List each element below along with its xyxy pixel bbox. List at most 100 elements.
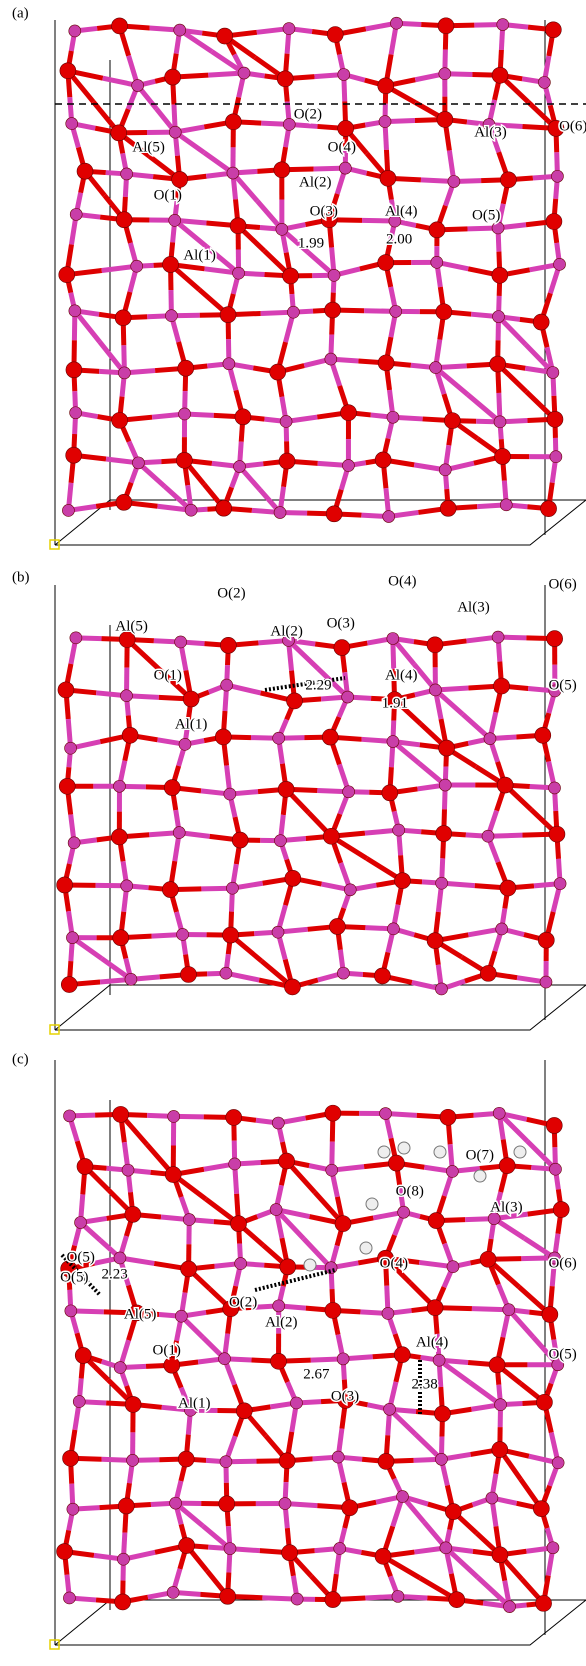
o-atom <box>113 930 129 946</box>
al-atom <box>435 1453 447 1465</box>
o-atom <box>378 1453 394 1469</box>
o-atom <box>181 1261 197 1277</box>
al-atom <box>387 736 399 748</box>
al-atom <box>118 367 130 379</box>
al-atom <box>270 1204 282 1216</box>
o-atom <box>118 1498 134 1514</box>
o-atom <box>220 1588 236 1604</box>
al-atom <box>66 932 78 944</box>
o-atom <box>449 1592 465 1608</box>
o-atom <box>172 171 188 187</box>
atom-label: O(7) <box>466 1147 494 1163</box>
o-atom <box>497 777 513 793</box>
al-atom <box>177 928 189 940</box>
o-atom <box>112 18 128 34</box>
al-atom <box>338 68 350 80</box>
o-atom <box>382 785 398 801</box>
atom-label: Al(4) <box>385 203 418 219</box>
o-atom <box>394 873 410 889</box>
o-atom <box>125 1206 141 1222</box>
al-atom <box>229 1158 241 1170</box>
o-atom <box>440 500 456 516</box>
al-atom <box>224 788 236 800</box>
o-atom <box>492 1547 508 1563</box>
o-atom <box>492 67 508 83</box>
al-atom <box>496 923 508 935</box>
al-atom <box>547 366 559 378</box>
o-atom <box>536 1394 552 1410</box>
atom-label: O(8) <box>396 1183 424 1199</box>
al-atom <box>552 1457 564 1469</box>
o-atom <box>480 1251 496 1267</box>
al-atom <box>387 411 399 423</box>
o-atom <box>162 882 178 898</box>
al-atom <box>63 1592 75 1604</box>
o-atom <box>271 1353 287 1369</box>
atom-label: O(1) <box>154 187 182 203</box>
al-atom <box>233 267 245 279</box>
al-atom <box>70 208 82 220</box>
o-atom <box>66 447 82 463</box>
al-atom <box>273 732 285 744</box>
cell-base <box>55 985 586 1030</box>
al-atom <box>500 499 512 511</box>
h-atom <box>360 1242 372 1254</box>
al-atom <box>550 451 562 463</box>
o-atom <box>327 27 343 43</box>
al-atom <box>274 507 286 519</box>
al-atom <box>492 222 504 234</box>
bond <box>468 395 500 422</box>
o-atom <box>226 1109 242 1125</box>
al-atom <box>398 1206 410 1218</box>
o-atom <box>547 411 563 427</box>
al-atom <box>185 504 197 516</box>
al-atom <box>554 258 566 270</box>
o-atom <box>220 307 236 323</box>
o-atom <box>122 727 138 743</box>
o-atom <box>113 1106 129 1122</box>
al-atom <box>221 679 233 691</box>
atom-label: Al(3) <box>457 599 490 615</box>
o-atom <box>325 1105 341 1121</box>
o-atom <box>444 413 460 429</box>
al-atom <box>132 80 144 92</box>
o-atom <box>546 214 562 230</box>
o-atom <box>232 832 248 848</box>
al-atom <box>332 1451 344 1463</box>
al-atom <box>70 632 82 644</box>
o-atom <box>164 1357 180 1373</box>
atom-label: O(3) <box>331 1388 359 1404</box>
o-atom <box>492 267 508 283</box>
al-atom <box>384 1403 396 1415</box>
h-atom <box>304 1259 316 1271</box>
o-atom <box>60 63 76 79</box>
o-atom <box>112 412 128 428</box>
al-atom <box>447 1261 459 1273</box>
al-atom <box>503 1304 515 1316</box>
o-atom <box>437 111 453 127</box>
o-atom <box>500 172 516 188</box>
al-atom <box>343 786 355 798</box>
o-atom <box>219 1496 235 1512</box>
o-atom <box>325 302 341 318</box>
al-atom <box>439 464 451 476</box>
al-atom <box>492 631 504 643</box>
o-atom <box>338 120 354 136</box>
al-atom <box>224 1543 236 1555</box>
o-atom <box>438 18 454 34</box>
al-atom <box>290 1397 302 1409</box>
o-atom <box>215 729 231 745</box>
o-atom <box>535 727 551 743</box>
al-atom <box>547 1542 559 1554</box>
o-atom <box>116 212 132 228</box>
o-atom <box>125 1396 141 1412</box>
o-atom <box>553 1202 569 1218</box>
atom-label: O(2) <box>217 585 245 601</box>
al-atom <box>274 835 286 847</box>
al-atom <box>339 162 351 174</box>
o-atom <box>322 729 338 745</box>
al-atom <box>168 1110 180 1122</box>
al-atom <box>342 691 354 703</box>
atom-label: O(6) <box>548 576 576 592</box>
o-atom <box>165 69 181 85</box>
